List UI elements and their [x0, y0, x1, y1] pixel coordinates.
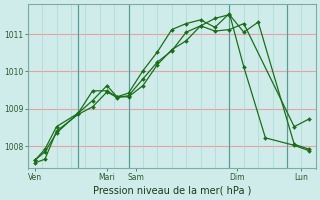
- X-axis label: Pression niveau de la mer( hPa ): Pression niveau de la mer( hPa ): [92, 186, 251, 196]
